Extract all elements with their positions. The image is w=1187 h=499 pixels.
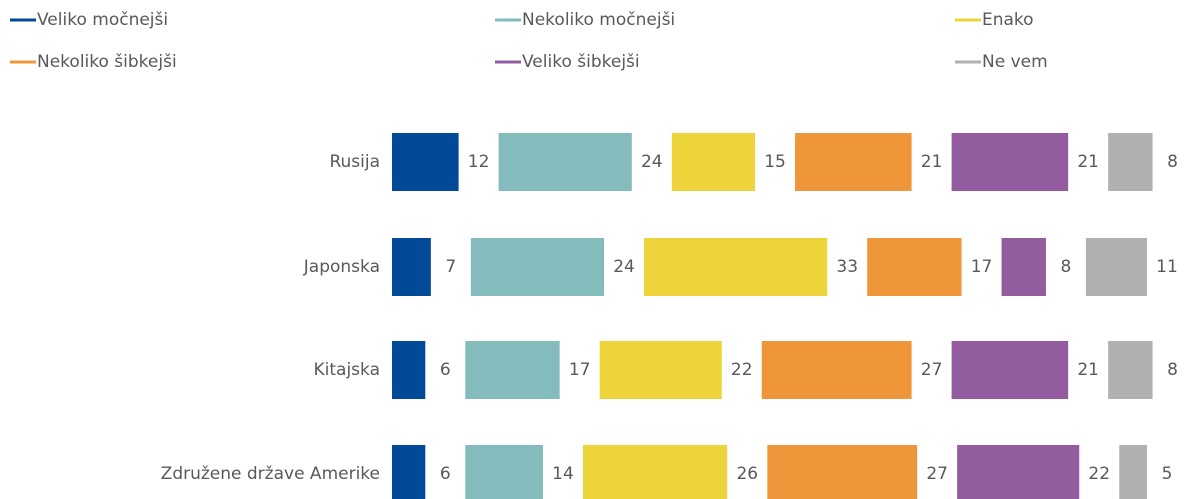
- data-label: 7: [445, 257, 456, 277]
- bar: [470, 238, 605, 296]
- data-label: 21: [1077, 360, 1099, 380]
- data-label: 21: [921, 152, 943, 172]
- data-label: 17: [569, 360, 591, 380]
- legend-label: Nekoliko šibkejši: [37, 52, 177, 72]
- bar: [761, 341, 912, 399]
- y-tick-label: Japonska: [303, 257, 380, 277]
- data-label: 6: [440, 464, 451, 484]
- bar: [465, 445, 543, 499]
- bar: [1085, 238, 1147, 296]
- data-label: 21: [1077, 152, 1099, 172]
- bar: [795, 133, 912, 191]
- data-label: 14: [552, 464, 574, 484]
- bar: [392, 341, 426, 399]
- data-label: 8: [1167, 152, 1178, 172]
- bar: [392, 445, 426, 499]
- bar: [599, 341, 722, 399]
- bar: [1001, 238, 1046, 296]
- legend-label: Veliko šibkejši: [522, 52, 640, 72]
- legend-label: Nekoliko močnejši: [522, 10, 675, 30]
- data-label: 24: [613, 257, 635, 277]
- legend-label: Enako: [982, 10, 1034, 30]
- data-label: 22: [1088, 464, 1110, 484]
- bar: [867, 238, 962, 296]
- bar: [644, 238, 828, 296]
- data-label: 15: [764, 152, 786, 172]
- data-label: 26: [736, 464, 758, 484]
- data-label: 27: [926, 464, 948, 484]
- data-label: 27: [921, 360, 943, 380]
- y-tick-label: Rusija: [329, 152, 380, 172]
- y-tick-label: Združene države Amerike: [161, 464, 380, 484]
- data-label: 6: [440, 360, 451, 380]
- legend-label: Veliko močnejši: [37, 10, 168, 30]
- data-label: 24: [641, 152, 663, 172]
- data-label: 8: [1061, 257, 1072, 277]
- bar: [392, 133, 459, 191]
- bar: [951, 341, 1069, 399]
- bar: [1119, 445, 1147, 499]
- bar: [767, 445, 918, 499]
- data-label: 5: [1162, 464, 1173, 484]
- bar: [957, 445, 1080, 499]
- data-label: 33: [836, 257, 858, 277]
- bar: [392, 238, 431, 296]
- data-label: 11: [1156, 257, 1178, 277]
- y-tick-label: Kitajska: [314, 360, 381, 380]
- data-label: 8: [1167, 360, 1178, 380]
- bar: [1108, 133, 1153, 191]
- bar: [1108, 341, 1153, 399]
- bar: [583, 445, 728, 499]
- data-label: 17: [971, 257, 993, 277]
- data-label: 12: [468, 152, 490, 172]
- legend-label: Ne vem: [982, 52, 1048, 72]
- bar: [671, 133, 756, 191]
- data-label: 22: [731, 360, 753, 380]
- bar: [951, 133, 1069, 191]
- bar: [465, 341, 560, 399]
- bar: [498, 133, 632, 191]
